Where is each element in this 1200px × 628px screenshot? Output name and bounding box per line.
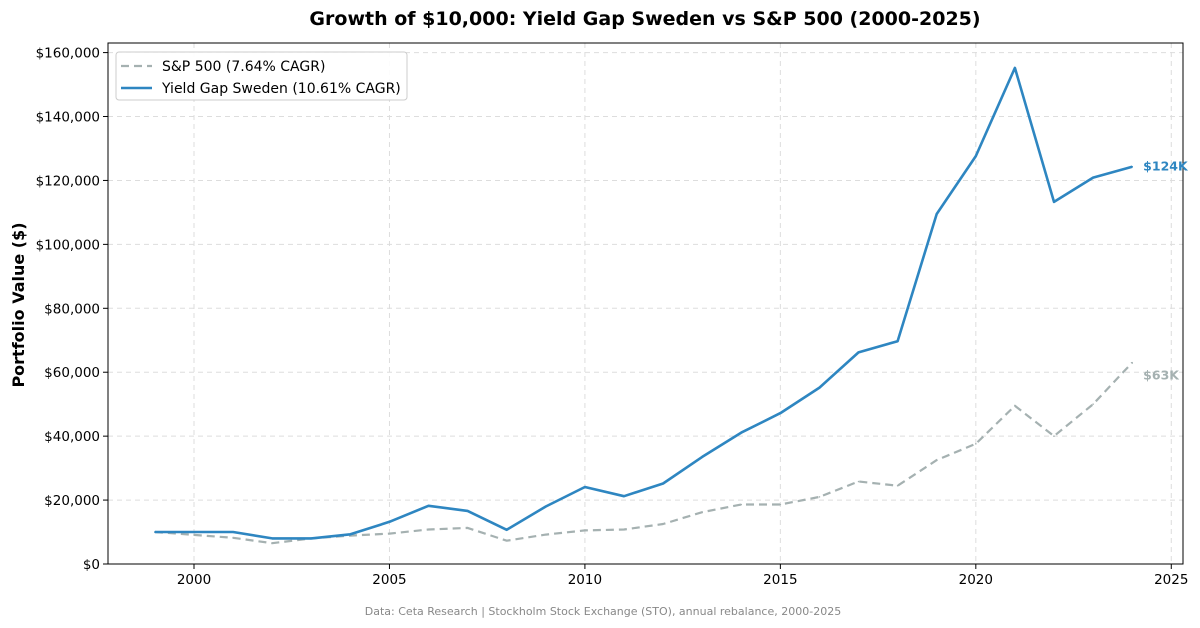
data-point xyxy=(193,531,195,533)
x-tick-label: 2015 xyxy=(763,572,797,588)
plot-area-frame xyxy=(107,42,1184,565)
y-tick-label: $60,000 xyxy=(44,365,100,381)
axis-ticks: 2000 2005 2010 2015 2020 2025 $0 $20,000 $40,000… xyxy=(36,46,1189,588)
data-point xyxy=(1014,404,1016,407)
data-point xyxy=(1131,165,1133,168)
y-tick-label: $0 xyxy=(83,557,100,573)
data-point xyxy=(232,531,234,533)
data-point xyxy=(388,521,391,523)
data-point xyxy=(466,527,469,529)
footnote: Data: Ceta Research | Stockholm Stock Ex… xyxy=(365,605,841,618)
legend-box xyxy=(115,51,408,101)
data-point xyxy=(818,386,821,389)
x-tick-label: 2025 xyxy=(1154,572,1188,588)
legend: S&P 500 (7.64% CAGR) Yield Gap Sweden (10… xyxy=(115,51,408,101)
x-tick-label: 2005 xyxy=(372,572,406,588)
y-tick-label: $120,000 xyxy=(36,173,100,189)
data-point xyxy=(466,510,469,512)
data-point xyxy=(1014,67,1016,69)
data-point xyxy=(1053,435,1055,437)
data-point xyxy=(193,534,195,536)
y-tick-label: $160,000 xyxy=(36,46,100,62)
data-point xyxy=(662,523,664,525)
data-point xyxy=(779,503,782,506)
data-point xyxy=(740,503,743,506)
data-point xyxy=(584,486,586,488)
data-point xyxy=(896,340,899,343)
data-point xyxy=(623,495,625,498)
data-point xyxy=(857,351,860,354)
sp500-line xyxy=(154,361,1134,545)
chart-title: Growth of $10,000: Yield Gap Sweden vs S… xyxy=(309,8,980,30)
data-point xyxy=(857,480,860,483)
data-point xyxy=(935,213,938,215)
x-tick-label: 2010 xyxy=(568,572,602,588)
data-point xyxy=(1092,176,1094,179)
data-point xyxy=(349,533,352,536)
y-axis-label: Portfolio Value ($) xyxy=(9,222,28,387)
legend-entry: Yield Gap Sweden (10.61% CAGR) xyxy=(161,81,401,97)
data-point xyxy=(1131,361,1133,364)
data-point xyxy=(545,533,547,536)
end-labels: $63K $124K xyxy=(1143,159,1189,383)
data-point xyxy=(388,532,391,535)
y-tick-label: $100,000 xyxy=(36,237,100,253)
data-point xyxy=(271,537,273,540)
y-tick-label: $40,000 xyxy=(44,429,100,445)
data-point xyxy=(545,505,547,508)
data-point xyxy=(701,456,703,458)
data-point xyxy=(779,412,782,414)
data-point xyxy=(975,155,977,157)
yield-gap-sweden-line xyxy=(154,66,1133,540)
x-tick-label: 2020 xyxy=(959,572,993,588)
data-point xyxy=(1053,201,1055,203)
data-point xyxy=(271,542,273,545)
data-point xyxy=(584,529,586,532)
end-value-label: $124K xyxy=(1143,159,1189,174)
data-point xyxy=(975,443,977,445)
data-point xyxy=(896,484,899,487)
y-tick-label: $140,000 xyxy=(36,110,100,126)
end-value-label: $63K xyxy=(1143,368,1180,383)
data-point xyxy=(818,496,821,498)
legend-entry: S&P 500 (7.64% CAGR) xyxy=(162,59,325,75)
data-point xyxy=(427,505,430,507)
data-point xyxy=(505,528,508,531)
data-point xyxy=(662,482,664,485)
data-point xyxy=(427,528,430,531)
data-point xyxy=(232,536,234,539)
data-point xyxy=(505,539,508,542)
data-point xyxy=(1092,403,1094,405)
data-point xyxy=(935,459,938,461)
series-lines xyxy=(154,66,1134,545)
y-tick-label: $80,000 xyxy=(44,301,100,317)
data-point xyxy=(154,531,156,533)
data-point xyxy=(740,431,743,434)
grid-lines xyxy=(108,43,1183,565)
data-point xyxy=(701,511,703,514)
y-tick-label: $20,000 xyxy=(44,493,100,509)
data-point xyxy=(310,537,313,540)
data-point xyxy=(623,528,625,531)
x-tick-label: 2000 xyxy=(177,572,211,588)
